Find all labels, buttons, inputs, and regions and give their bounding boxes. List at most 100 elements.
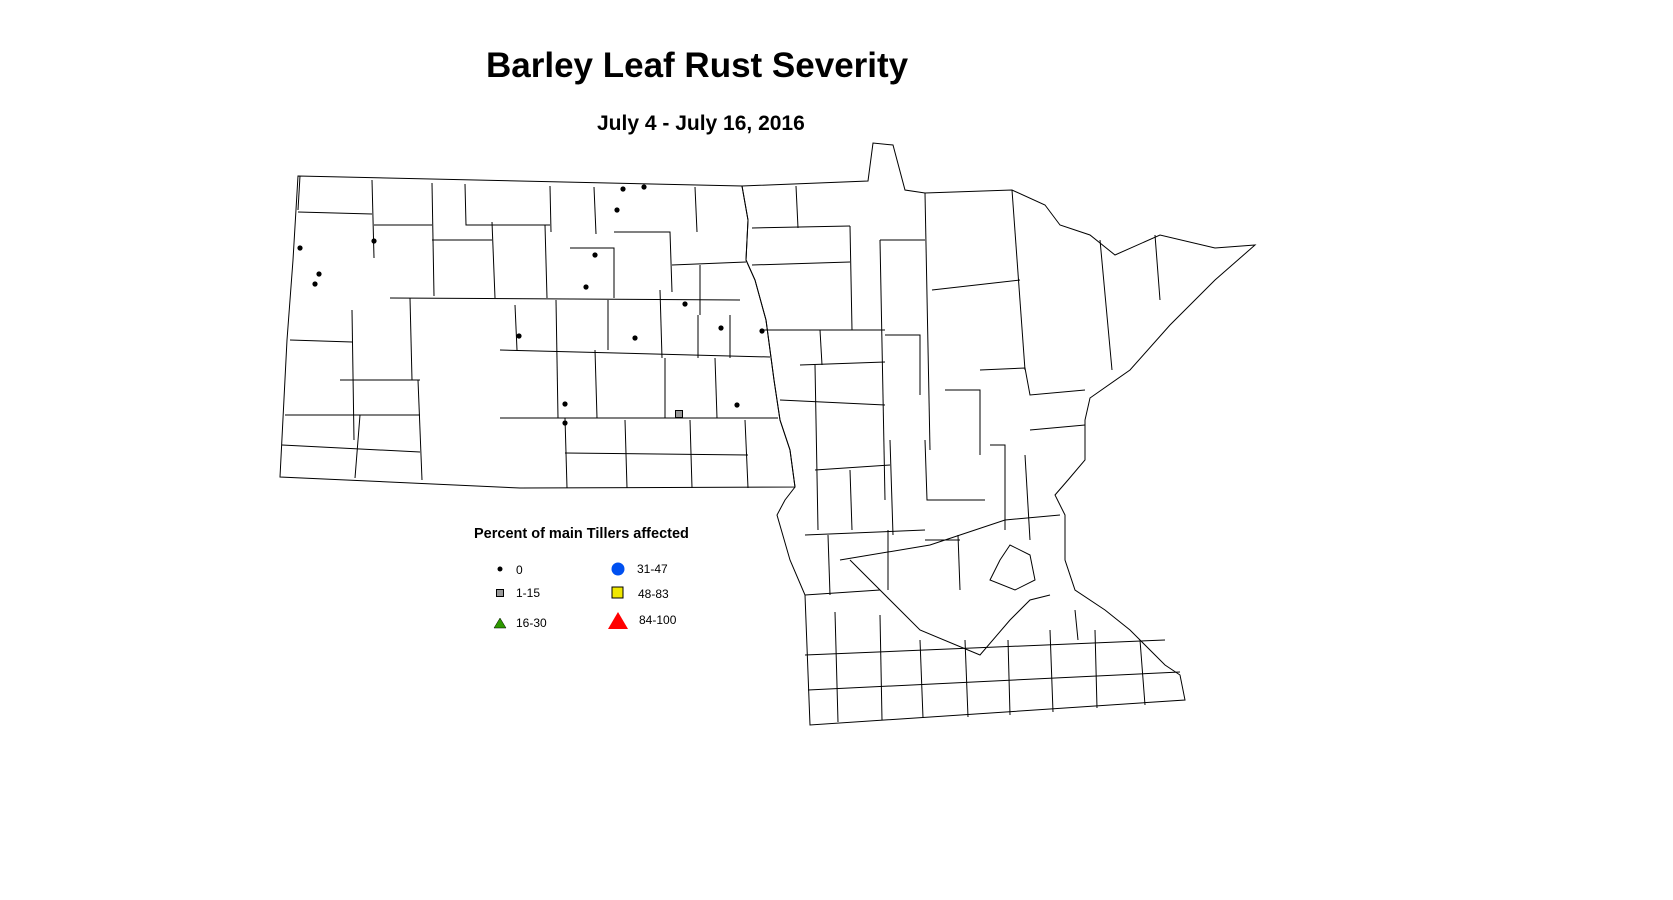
county-boundary	[671, 261, 747, 266]
legend-label-2: 16-30	[516, 616, 547, 630]
legend-label-1: 1-15	[516, 586, 541, 600]
county-boundary	[564, 452, 749, 456]
observation-point-0	[297, 245, 303, 251]
county-boundary	[924, 439, 985, 501]
map-subtitle: July 4 - July 16, 2016	[597, 112, 805, 135]
county-boundary	[1007, 639, 1011, 716]
county-boundary	[879, 614, 883, 721]
county-boundary	[839, 514, 1061, 561]
county-boundary	[795, 185, 799, 229]
county-boundary	[1011, 189, 1026, 371]
legend-label-0: 0	[516, 563, 523, 577]
county-boundary	[945, 389, 981, 455]
county-boundary	[594, 349, 598, 419]
county-boundary	[924, 192, 931, 451]
county-boundary	[885, 334, 921, 395]
county-boundary	[931, 279, 1021, 291]
county-boundary	[593, 186, 597, 235]
county-boundary	[751, 261, 851, 266]
county-boundary	[659, 289, 663, 359]
county-boundary	[1094, 629, 1098, 709]
legend-square-yellow-icon	[611, 586, 624, 599]
legend-label-3: 31-47	[637, 562, 668, 576]
county-boundary	[555, 299, 559, 419]
observation-point-0	[734, 402, 740, 408]
legend-label-4: 48-83	[638, 587, 669, 601]
county-boundary	[919, 639, 924, 719]
legend-square-gray-icon	[496, 589, 504, 597]
observation-point-0	[316, 271, 322, 277]
county-boundary	[804, 589, 881, 596]
county-boundary	[964, 639, 969, 718]
county-boundary	[1099, 239, 1113, 371]
county-boundary	[389, 297, 741, 301]
county-boundary	[979, 367, 1086, 396]
county-boundary	[1029, 424, 1086, 431]
county-boundary	[570, 247, 615, 298]
county-boundary	[281, 444, 421, 453]
county-boundary	[849, 559, 1051, 656]
county-boundary	[889, 439, 894, 536]
county-boundary	[544, 224, 548, 299]
county-boundary	[807, 671, 1181, 691]
county-boundary	[289, 339, 353, 343]
observation-point-1-15	[675, 410, 683, 418]
county-boundary	[834, 611, 839, 723]
county-boundary	[819, 329, 823, 366]
county-boundary	[849, 225, 853, 331]
legend-label-5: 84-100	[639, 613, 677, 627]
county-boundary	[464, 183, 550, 226]
observation-point-0	[562, 401, 568, 407]
observation-point-0	[718, 325, 724, 331]
county-boundary	[351, 309, 355, 441]
county-boundary	[804, 639, 1166, 656]
map-title: Barley Leaf Rust Severity	[486, 46, 909, 85]
county-boundary	[1049, 629, 1054, 713]
county-boundary	[827, 534, 831, 596]
county-boundary	[879, 239, 886, 501]
observation-point-0	[614, 207, 620, 213]
county-boundary	[744, 419, 749, 489]
county-boundary	[814, 464, 891, 471]
county-boundary	[1154, 234, 1161, 301]
observation-point-0	[516, 333, 522, 339]
county-boundary	[514, 304, 518, 351]
county-boundary	[417, 379, 423, 481]
legend-triangle-red-icon	[608, 612, 628, 629]
legend-dot-icon	[497, 566, 503, 572]
observation-point-0	[759, 328, 765, 334]
legend-triangle-green-icon	[493, 617, 507, 629]
observation-point-0	[562, 420, 568, 426]
county-boundary	[549, 185, 552, 233]
observation-point-0	[592, 252, 598, 258]
observation-point-0	[641, 184, 647, 190]
county-boundary	[354, 414, 361, 479]
county-boundary	[1074, 609, 1079, 641]
county-boundary	[409, 297, 413, 381]
observation-point-0	[583, 284, 589, 290]
county-boundary	[804, 529, 926, 536]
county-boundary	[799, 361, 886, 366]
minnesota-outline	[741, 142, 1257, 726]
legend-circle-blue-icon	[611, 562, 625, 576]
county-boundary	[814, 364, 819, 531]
county-boundary	[371, 179, 375, 259]
legend-title: Percent of main Tillers affected	[474, 526, 689, 542]
county-boundary	[849, 469, 853, 531]
county-boundary	[297, 211, 373, 215]
observation-point-0	[632, 335, 638, 341]
county-boundary	[1139, 639, 1146, 706]
county-boundary	[990, 444, 1006, 530]
observation-point-0	[682, 301, 688, 307]
county-boundary	[714, 357, 718, 419]
county-boundary	[957, 534, 961, 591]
county-boundary	[491, 221, 496, 299]
county-boundary	[989, 544, 1036, 591]
county-boundary	[297, 175, 301, 211]
county-boundary	[751, 225, 851, 229]
observation-point-0	[371, 238, 377, 244]
observation-point-0	[620, 186, 626, 192]
county-boundary	[694, 186, 698, 233]
north-dakota-outline	[279, 175, 796, 489]
